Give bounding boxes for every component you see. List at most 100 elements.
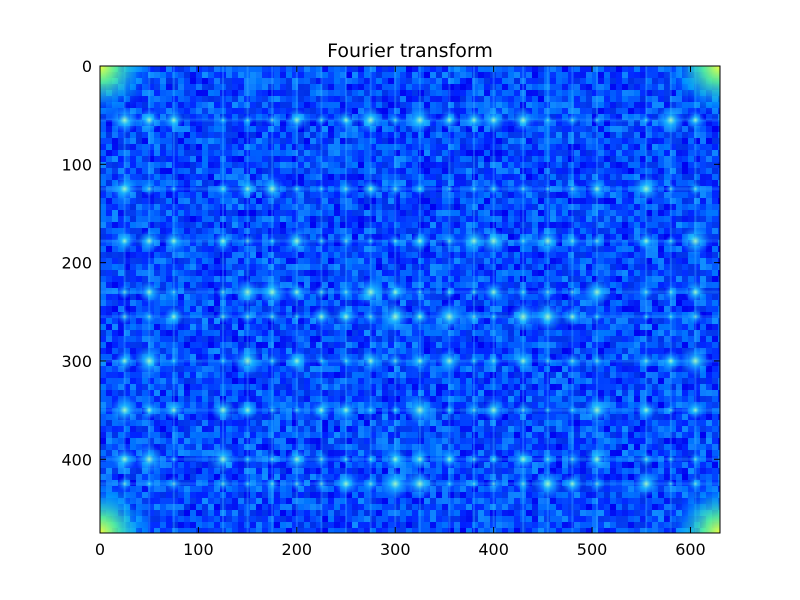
noise-cell — [346, 258, 352, 264]
noise-cell — [562, 72, 568, 78]
noise-cell — [484, 66, 490, 72]
noise-cell — [148, 96, 154, 102]
noise-cell — [196, 342, 202, 348]
noise-cell — [532, 126, 538, 132]
noise-cell — [256, 246, 262, 252]
noise-cell — [310, 150, 316, 156]
noise-cell — [586, 138, 592, 144]
noise-cell — [250, 126, 256, 132]
noise-cell — [652, 336, 658, 342]
noise-cell — [718, 132, 720, 138]
noise-cell — [172, 180, 178, 186]
noise-cell — [214, 66, 220, 72]
noise-cell — [526, 174, 532, 180]
noise-cell — [490, 258, 496, 264]
noise-cell — [148, 222, 154, 228]
noise-cell — [676, 282, 682, 288]
noise-cell — [274, 66, 280, 72]
noise-cell — [568, 246, 574, 252]
noise-cell — [514, 174, 520, 180]
noise-cell — [586, 168, 592, 174]
noise-cell — [280, 168, 286, 174]
noise-cell — [328, 102, 334, 108]
noise-cell — [130, 336, 136, 342]
noise-cell — [616, 90, 622, 96]
noise-cell — [226, 150, 232, 156]
noise-cell — [430, 348, 436, 354]
noise-cell — [196, 324, 202, 330]
noise-cell — [238, 234, 244, 240]
noise-cell — [370, 144, 376, 150]
noise-cell — [316, 270, 322, 276]
noise-cell — [202, 174, 208, 180]
noise-cell — [634, 174, 640, 180]
noise-cell — [106, 132, 112, 138]
noise-cell — [622, 156, 628, 162]
noise-cell — [508, 240, 514, 246]
noise-cell — [568, 138, 574, 144]
noise-cell — [214, 246, 220, 252]
noise-cell — [436, 156, 442, 162]
noise-cell — [586, 258, 592, 264]
noise-cell — [616, 240, 622, 246]
noise-cell — [610, 84, 616, 90]
noise-cell — [316, 144, 322, 150]
noise-cell — [370, 336, 376, 342]
noise-cell — [142, 252, 148, 258]
noise-cell — [148, 270, 154, 276]
noise-cell — [238, 132, 244, 138]
noise-cell — [634, 156, 640, 162]
noise-cell — [430, 318, 436, 324]
noise-cell — [388, 198, 394, 204]
noise-cell — [226, 132, 232, 138]
noise-cell — [310, 84, 316, 90]
noise-cell — [334, 66, 340, 72]
noise-cell — [160, 270, 166, 276]
noise-cell — [688, 336, 694, 342]
noise-cell — [346, 138, 352, 144]
noise-cell — [358, 84, 364, 90]
noise-cell — [226, 162, 232, 168]
noise-cell — [544, 102, 550, 108]
noise-cell — [622, 126, 628, 132]
noise-cell — [706, 288, 712, 294]
noise-cell — [184, 198, 190, 204]
noise-cell — [574, 294, 580, 300]
noise-cell — [640, 168, 646, 174]
noise-cell — [610, 306, 616, 312]
noise-cell — [592, 66, 598, 72]
noise-cell — [124, 306, 130, 312]
noise-cell — [688, 204, 694, 210]
noise-cell — [562, 108, 568, 114]
noise-cell — [448, 180, 454, 186]
noise-cell — [652, 216, 658, 222]
noise-cell — [412, 150, 418, 156]
noise-cell — [196, 234, 202, 240]
noise-cell — [514, 210, 520, 216]
noise-cell — [220, 66, 226, 72]
noise-cell — [274, 96, 280, 102]
noise-cell — [154, 336, 160, 342]
noise-cell — [640, 258, 646, 264]
noise-cell — [382, 222, 388, 228]
noise-cell — [358, 210, 364, 216]
noise-cell — [562, 234, 568, 240]
noise-cell — [388, 216, 394, 222]
noise-cell — [442, 294, 448, 300]
noise-cell — [538, 210, 544, 216]
noise-cell — [496, 276, 502, 282]
noise-cell — [316, 198, 322, 204]
noise-cell — [334, 234, 340, 240]
noise-cell — [694, 138, 700, 144]
noise-cell — [250, 198, 256, 204]
noise-cell — [244, 162, 250, 168]
noise-cell — [100, 150, 106, 156]
noise-cell — [406, 156, 412, 162]
noise-cell — [454, 192, 460, 198]
noise-cell — [712, 210, 718, 216]
noise-cell — [100, 180, 106, 186]
noise-cell — [706, 300, 712, 306]
noise-cell — [508, 270, 514, 276]
noise-cell — [358, 150, 364, 156]
noise-cell — [214, 126, 220, 132]
